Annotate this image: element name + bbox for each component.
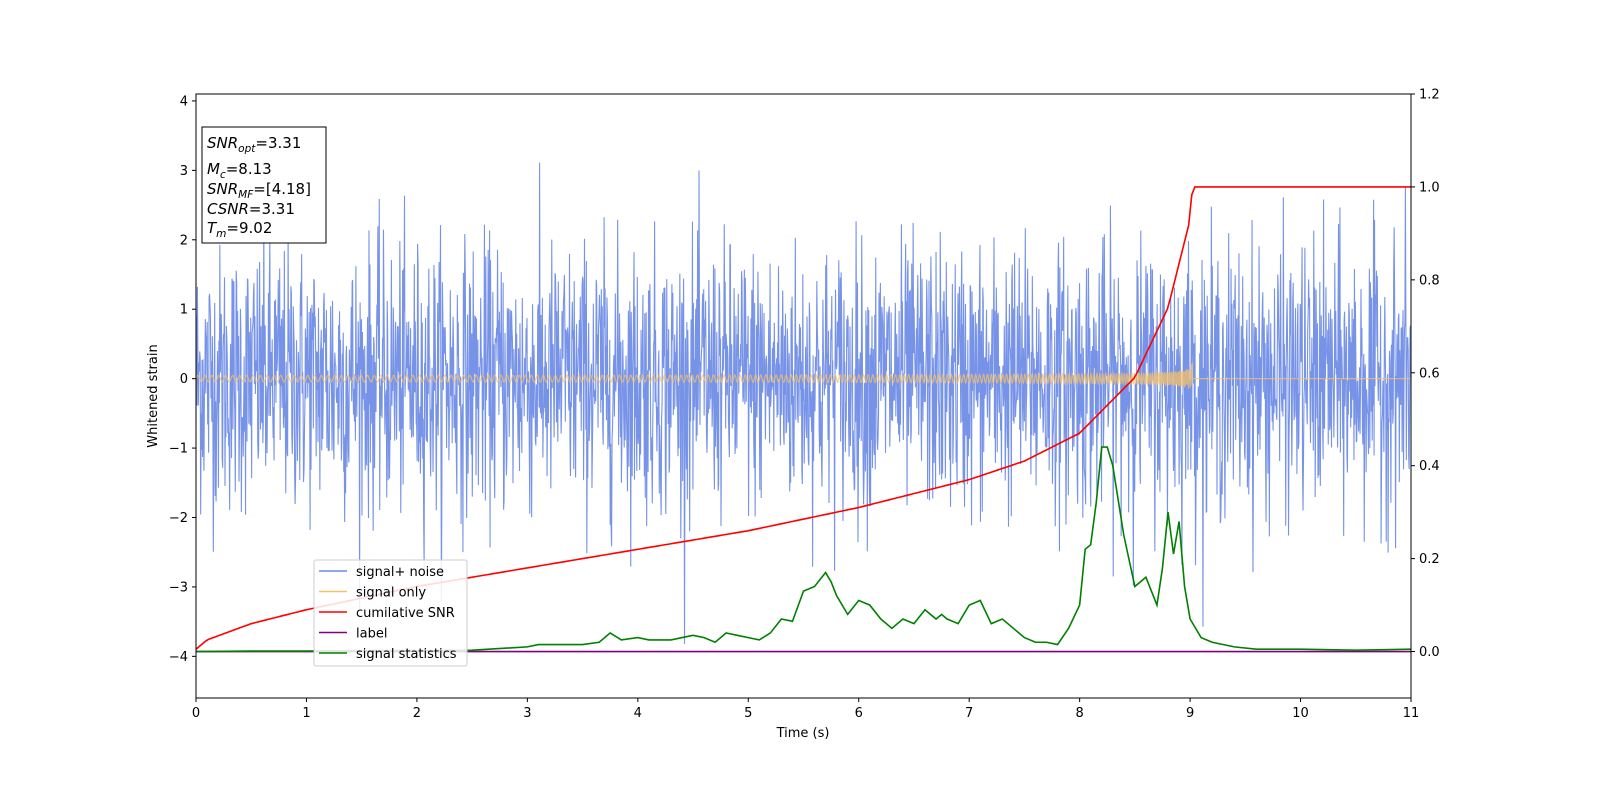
right-y-tick-label: 0.0	[1419, 645, 1440, 660]
legend-label-signal-only: signal only	[356, 586, 426, 601]
right-y-tick-label: 0.4	[1419, 459, 1440, 474]
right-y-tick-label: 0.8	[1419, 273, 1440, 288]
legend: signal+ noise signal only cumilative SNR…	[313, 559, 468, 667]
plot-frame	[195, 93, 1412, 699]
signal-noise-series	[195, 162, 1412, 644]
legend-label-cumulative-snr: cumilative SNR	[356, 606, 455, 621]
left-y-tick-label: 4	[180, 94, 188, 109]
left-y-tick-label: 2	[180, 233, 188, 248]
x-axis-label: Time (s)	[776, 726, 830, 741]
snr-opt-text: SNRopt=3.31	[207, 134, 301, 155]
x-axis-ticks: 0 1 2 3 4 5 6 7 8 9 10 11	[192, 698, 1419, 721]
left-y-tick-label: 1	[180, 303, 188, 318]
x-tick-label: 9	[1186, 706, 1194, 721]
x-tick-label: 0	[192, 706, 200, 721]
y-axis-label: Whitened strain	[146, 344, 161, 447]
x-tick-label: 4	[634, 706, 642, 721]
right-y-tick-label: 1.0	[1419, 180, 1440, 195]
signal-statistics-line	[195, 446, 1412, 653]
right-y-tick-label: 1.2	[1419, 88, 1440, 103]
signal-only-series	[195, 362, 1411, 389]
x-tick-label: 7	[965, 706, 973, 721]
left-y-tick-label: 3	[180, 164, 188, 179]
csnr-text: CSNR=3.31	[207, 200, 295, 218]
x-tick-label: 1	[302, 706, 310, 721]
x-tick-label: 3	[523, 706, 531, 721]
left-y-tick-label: −1	[169, 442, 188, 457]
snr-mf-text: SNRMF=[4.18]	[207, 180, 311, 201]
x-tick-label: 11	[1403, 706, 1420, 721]
signal-only-line	[195, 362, 1411, 389]
x-tick-label: 6	[855, 706, 863, 721]
x-tick-label: 5	[744, 706, 752, 721]
right-y-tick-label: 0.6	[1419, 366, 1440, 381]
x-tick-label: 2	[413, 706, 421, 721]
tm-text: Tm=9.02	[207, 219, 272, 240]
legend-label-signal-noise: signal+ noise	[356, 565, 444, 580]
left-y-tick-label: −2	[169, 511, 188, 526]
left-y-axis-ticks: 4 3 2 1 0 −1 −2 −3 −4	[169, 94, 196, 665]
right-y-axis-ticks: 1.2 1.0 0.8 0.6 0.4 0.2 0.0	[1411, 88, 1440, 660]
left-y-tick-label: 0	[180, 372, 188, 387]
signal-noise-line	[195, 162, 1412, 644]
x-tick-label: 8	[1075, 706, 1083, 721]
mc-text: Mc=8.13	[207, 160, 272, 181]
left-y-tick-label: −4	[169, 650, 188, 665]
legend-label-signal-statistics: signal statistics	[356, 647, 457, 662]
legend-label-label: label	[356, 627, 387, 642]
left-y-tick-label: −3	[169, 580, 188, 595]
snr-info-box: SNRopt=3.31 Mc=8.13 SNRMF=[4.18] CSNR=3.…	[201, 126, 327, 244]
x-tick-label: 10	[1292, 706, 1309, 721]
right-y-tick-label: 0.2	[1419, 552, 1440, 567]
